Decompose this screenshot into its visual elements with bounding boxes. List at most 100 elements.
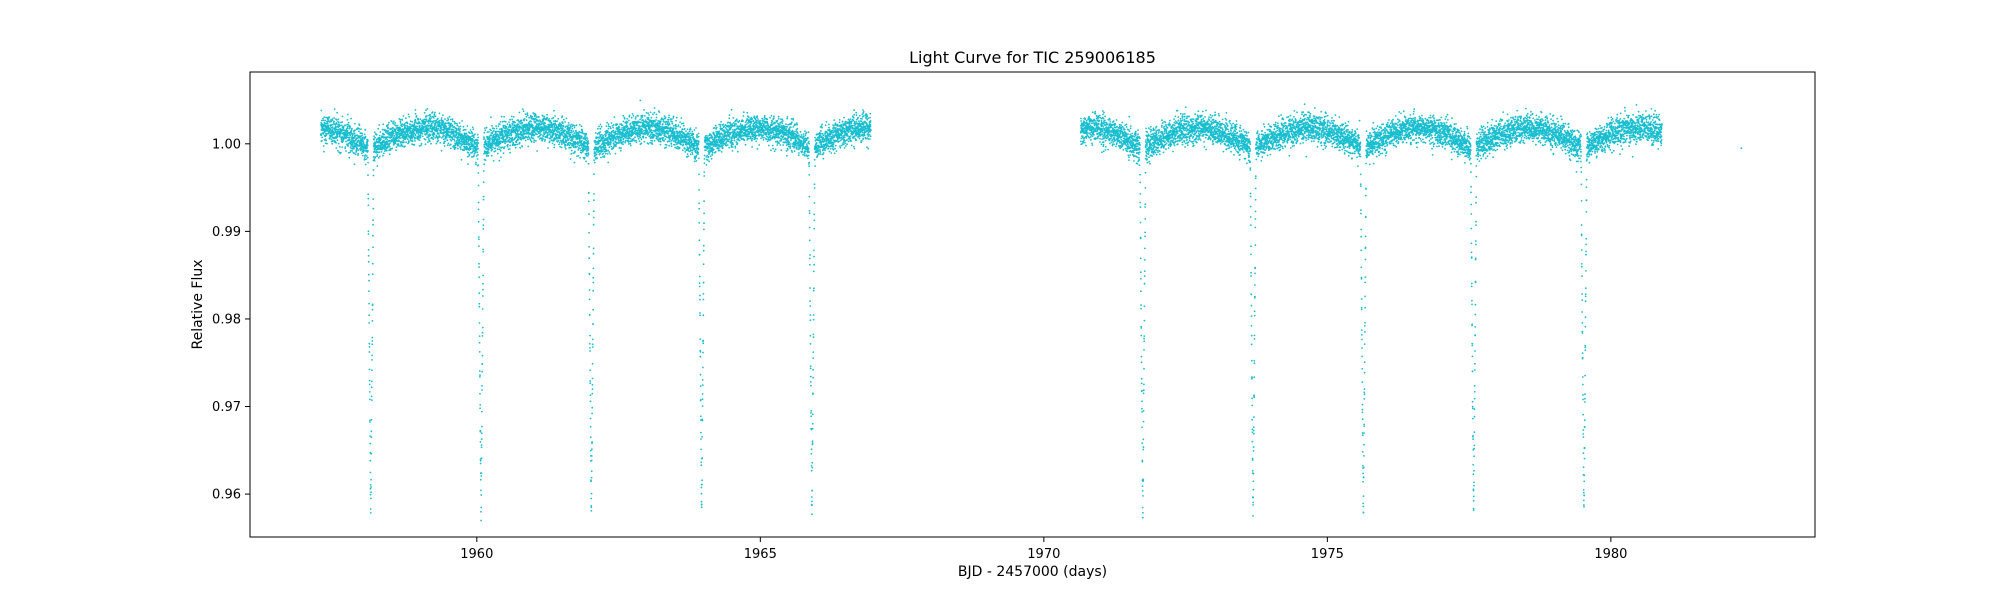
data-point (521, 121, 524, 124)
data-point (477, 220, 480, 223)
data-point (478, 351, 481, 353)
data-point (551, 126, 554, 128)
data-point (634, 117, 637, 120)
data-point (646, 120, 648, 123)
data-point (369, 512, 372, 514)
data-point (417, 118, 420, 120)
data-point (348, 156, 351, 159)
data-point (480, 489, 482, 492)
data-point (640, 121, 642, 123)
data-point (335, 126, 337, 129)
data-point (667, 120, 670, 123)
data-point (514, 143, 517, 146)
data-point (477, 184, 480, 187)
data-point (478, 245, 480, 248)
data-point (556, 131, 559, 134)
data-point (695, 154, 698, 157)
data-point (691, 151, 693, 154)
data-point (522, 110, 525, 113)
data-point (326, 122, 329, 125)
data-point (370, 486, 372, 488)
data-point (359, 137, 362, 140)
data-point (476, 139, 479, 142)
data-point (428, 138, 430, 140)
data-point (392, 122, 395, 125)
data-point (577, 155, 580, 157)
data-point (484, 159, 487, 162)
data-point (450, 122, 453, 125)
data-point (678, 146, 681, 149)
data-point (700, 506, 703, 509)
data-point (354, 129, 356, 132)
data-point (604, 146, 607, 149)
data-point (641, 131, 643, 133)
data-point (362, 142, 365, 145)
data-point (446, 144, 449, 147)
data-point (480, 457, 483, 460)
data-point (608, 151, 611, 153)
data-point (333, 117, 335, 119)
data-point (380, 138, 382, 141)
data-point (367, 249, 370, 251)
data-point (700, 500, 703, 503)
data-point (378, 124, 381, 126)
data-point (680, 117, 683, 119)
data-point (426, 108, 429, 110)
data-point (609, 153, 611, 155)
data-point (599, 127, 602, 130)
data-point (407, 113, 410, 116)
data-point (590, 497, 593, 500)
data-point (511, 124, 514, 126)
data-point (501, 120, 504, 123)
data-point (579, 156, 581, 159)
data-point (590, 459, 593, 462)
data-point (626, 125, 629, 128)
data-point (411, 137, 414, 140)
data-point (659, 120, 662, 123)
data-point (535, 140, 537, 142)
data-point (588, 298, 591, 301)
data-point (371, 340, 374, 342)
data-point (377, 157, 380, 159)
data-point (573, 146, 575, 149)
data-point (376, 165, 379, 167)
data-point (389, 128, 392, 131)
data-point (498, 146, 500, 148)
data-point (703, 212, 705, 215)
data-point (368, 379, 371, 382)
data-point (672, 125, 675, 127)
data-point (699, 415, 702, 418)
data-point (579, 147, 581, 150)
data-point (516, 143, 519, 146)
data-point (551, 142, 554, 145)
data-point (386, 141, 389, 144)
data-point (481, 370, 484, 373)
data-point (480, 444, 483, 446)
data-point (429, 113, 431, 116)
data-point (389, 149, 392, 152)
data-point (552, 116, 555, 119)
data-point (331, 118, 334, 120)
data-point (693, 160, 696, 163)
data-point (591, 388, 594, 390)
data-point (697, 151, 700, 154)
data-point (370, 395, 373, 398)
data-point (394, 122, 397, 124)
data-point (467, 163, 469, 166)
data-point (634, 125, 636, 127)
data-point (703, 158, 706, 160)
data-point (349, 149, 352, 152)
data-point (498, 159, 501, 162)
data-point (447, 118, 450, 121)
data-point (589, 417, 592, 420)
data-point (489, 137, 492, 140)
data-point (419, 126, 421, 128)
data-point (600, 125, 603, 128)
data-point (647, 118, 650, 121)
data-point (510, 115, 513, 118)
data-point (320, 139, 323, 142)
data-point (353, 132, 356, 135)
data-point (367, 139, 369, 142)
data-point (346, 136, 349, 139)
data-point (493, 140, 496, 143)
